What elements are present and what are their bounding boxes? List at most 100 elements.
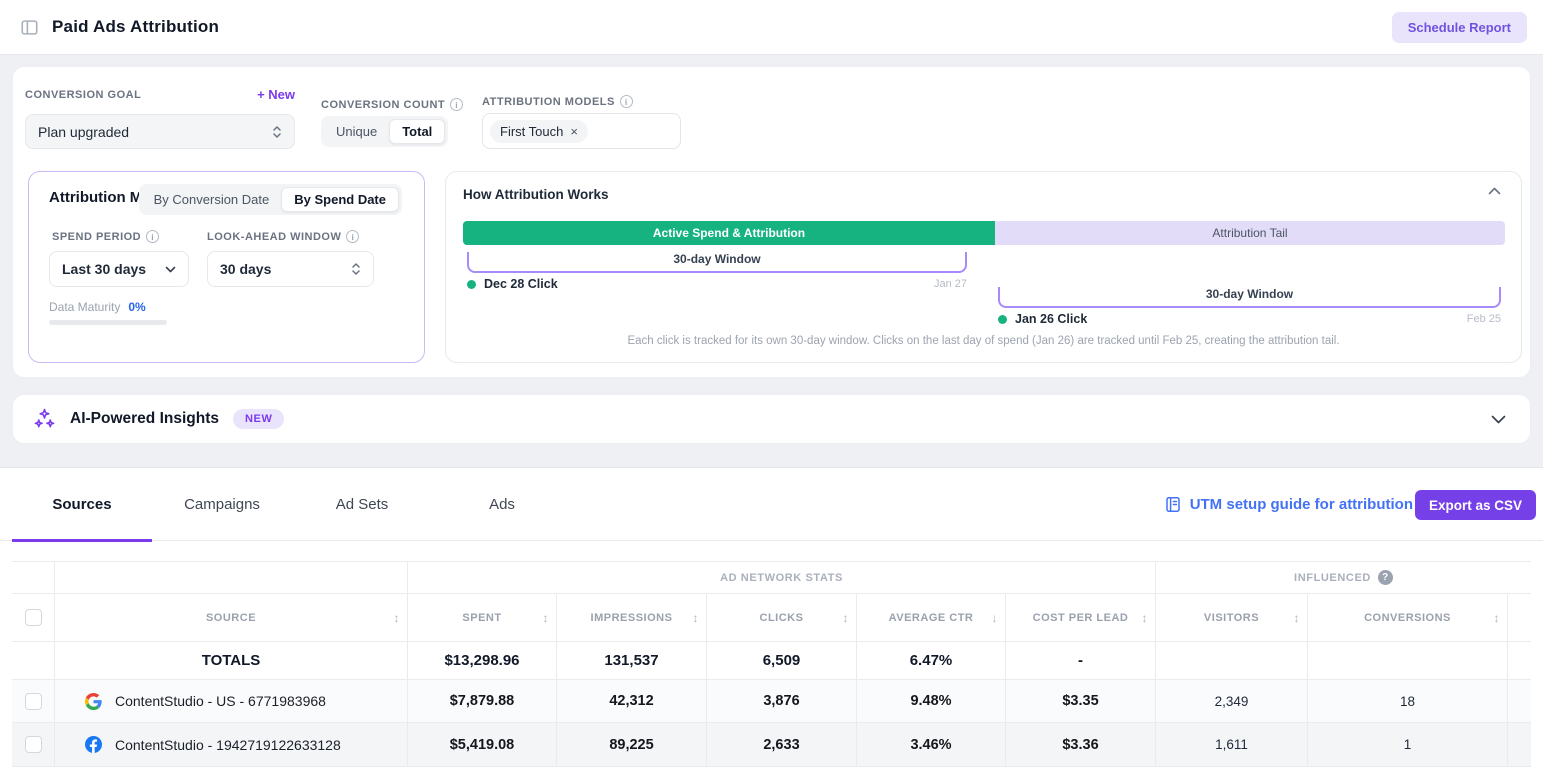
row-checkbox-cell (12, 723, 55, 766)
sort-icon[interactable]: ↕ (842, 610, 849, 625)
by-conversion-date-option[interactable]: By Conversion Date (153, 192, 270, 207)
sort-down-icon[interactable]: ↓ (991, 610, 998, 625)
attribution-tail-bar: Attribution Tail (995, 221, 1505, 245)
info-icon[interactable]: i (619, 95, 633, 108)
cost-per-lead-cell: $3.35 (1006, 680, 1156, 722)
tab-campaigns[interactable]: Campaigns (184, 496, 260, 513)
col-cost-per-lead[interactable]: COST PER LEAD ↕ (1006, 594, 1156, 641)
tabs-row: Sources Campaigns Ad Sets Ads UTM setup … (0, 468, 1543, 542)
conversion-count-label-row: CONVERSION COUNT i (321, 98, 464, 111)
col-source[interactable]: SOURCE ↕ (55, 594, 408, 641)
conversion-count-label: CONVERSION COUNT (321, 98, 446, 111)
active-spend-bar: Active Spend & Attribution (463, 221, 995, 245)
chevron-updown-icon (352, 263, 360, 275)
spend-period-label-row: SPEND PERIOD i (52, 230, 160, 243)
conversion-goal-label: CONVERSION GOAL (25, 88, 142, 101)
col-visitors[interactable]: VISITORS ↕ (1156, 594, 1308, 641)
window2-dates: Jan 26 Click Feb 25 (998, 312, 1501, 326)
sort-icon[interactable]: ↕ (542, 610, 549, 625)
col-clicks[interactable]: CLICKS ↕ (707, 594, 857, 641)
row-checkbox[interactable] (24, 736, 42, 753)
chevron-down-icon[interactable] (1491, 415, 1506, 424)
col-conversions[interactable]: CONVERSIONS ↕ (1308, 594, 1508, 641)
facebook-ads-icon (85, 736, 102, 753)
conversion-goal-value: Plan upgraded (38, 123, 130, 140)
attribution-note: Each click is tracked for its own 30-day… (627, 335, 1340, 347)
window1-end-date: Jan 27 (933, 278, 967, 290)
look-ahead-select[interactable]: 30 days (207, 251, 374, 287)
select-all-checkbox[interactable] (24, 609, 42, 626)
ai-insights-card[interactable]: AI-Powered Insights NEW (12, 394, 1531, 444)
conversion-goal-select[interactable]: Plan upgraded (25, 114, 295, 149)
influenced-group: INFLUENCED ? (1156, 562, 1531, 593)
chevron-down-icon (165, 266, 176, 272)
sort-icon[interactable]: ↕ (1293, 610, 1300, 625)
window2-click: Jan 26 Click (998, 312, 1087, 326)
window2-end-date: Feb 25 (1466, 313, 1501, 325)
row-checkbox-cell (12, 680, 55, 722)
totals-spacer (1508, 642, 1531, 679)
row-spacer (1508, 723, 1531, 766)
attribution-models-label-row: ATTRIBUTION MODELS i (482, 95, 633, 108)
col-impressions[interactable]: IMPRESSIONS ↕ (557, 594, 707, 641)
sparkles-icon (33, 408, 56, 431)
average-ctr-cell: 3.46% (857, 723, 1006, 766)
window1-click-label: Dec 28 Click (484, 277, 558, 291)
tab-ad-sets[interactable]: Ad Sets (335, 496, 389, 513)
visitors-cell: 1,611 (1156, 723, 1308, 766)
impressions-cell: 89,225 (557, 723, 707, 766)
sources-section: Sources Campaigns Ad Sets Ads UTM setup … (0, 467, 1543, 768)
data-maturity-progressbar (49, 320, 167, 325)
sources-table: AD NETWORK STATS INFLUENCED ? SOURCE ↕ SP… (12, 561, 1531, 767)
sort-icon[interactable]: ↕ (1493, 610, 1500, 625)
tab-ads[interactable]: Ads (489, 496, 515, 513)
attribution-mode-panel: Attribution Mode By Conversion Date By S… (28, 171, 425, 363)
influenced-group-label: INFLUENCED (1294, 571, 1371, 584)
question-icon[interactable]: ? (1377, 570, 1393, 585)
conversion-goal-header: CONVERSION GOAL + New (25, 87, 295, 102)
totals-average-ctr: 6.47% (857, 642, 1006, 679)
col-spent[interactable]: SPENT ↕ (408, 594, 557, 641)
google-ads-icon (85, 692, 102, 710)
spend-period-select[interactable]: Last 30 days (49, 251, 189, 287)
table-row[interactable]: ContentStudio - 1942719122633128 $5,419.… (12, 723, 1531, 767)
totals-visitors (1156, 642, 1308, 679)
count-unique-option[interactable]: Unique (336, 124, 378, 139)
sort-icon[interactable]: ↕ (393, 610, 400, 625)
info-icon[interactable]: i (450, 98, 464, 111)
table-row[interactable]: ContentStudio - US - 6771983968 $7,879.8… (12, 680, 1531, 723)
table-header-row: SOURCE ↕ SPENT ↕ IMPRESSIONS ↕ CLICKS ↕ AVER… (12, 594, 1531, 642)
by-spend-date-option[interactable]: By Spend Date (281, 187, 399, 212)
how-attribution-works-panel: How Attribution Works Active Spend & Att… (445, 171, 1522, 363)
spend-period-label: SPEND PERIOD (52, 230, 142, 243)
schedule-report-button[interactable]: Schedule Report (1391, 11, 1527, 43)
conversion-count-toggle: Unique Total (321, 116, 449, 147)
page-title: Paid Ads Attribution (52, 17, 220, 36)
sidebar-toggle-icon[interactable] (21, 19, 38, 36)
first-touch-chip: First Touch × (490, 119, 588, 143)
utm-setup-guide-link[interactable]: UTM setup guide for attribution (1165, 468, 1413, 541)
chip-remove-icon[interactable]: × (570, 123, 578, 139)
sort-icon[interactable]: ↕ (692, 610, 699, 625)
chip-label: First Touch (500, 123, 564, 139)
data-maturity-row: Data Maturity 0% (49, 300, 146, 314)
chevron-up-icon[interactable] (1488, 187, 1501, 195)
look-ahead-label: LOOK-AHEAD WINDOW (207, 230, 342, 243)
info-icon[interactable]: i (346, 230, 360, 243)
row-checkbox[interactable] (24, 692, 42, 710)
new-goal-link[interactable]: + New (257, 87, 295, 102)
info-icon[interactable]: i (146, 230, 160, 243)
count-total-option[interactable]: Total (389, 119, 446, 144)
tab-sources[interactable]: Sources (12, 468, 152, 542)
sort-icon[interactable]: ↕ (1141, 610, 1148, 625)
book-icon (1165, 497, 1180, 512)
visitors-cell: 2,349 (1156, 680, 1308, 722)
clicks-cell: 2,633 (707, 723, 857, 766)
attribution-models-input[interactable]: First Touch × (482, 113, 681, 149)
totals-cost-per-lead: - (1006, 642, 1156, 679)
totals-row: TOTALS $13,298.96 131,537 6,509 6.47% - (12, 642, 1531, 680)
source-cell: ContentStudio - US - 6771983968 (55, 680, 408, 722)
col-average-ctr[interactable]: AVERAGE CTR ↓ (857, 594, 1006, 641)
export-csv-button[interactable]: Export as CSV (1414, 490, 1536, 520)
totals-label: TOTALS (55, 642, 408, 679)
